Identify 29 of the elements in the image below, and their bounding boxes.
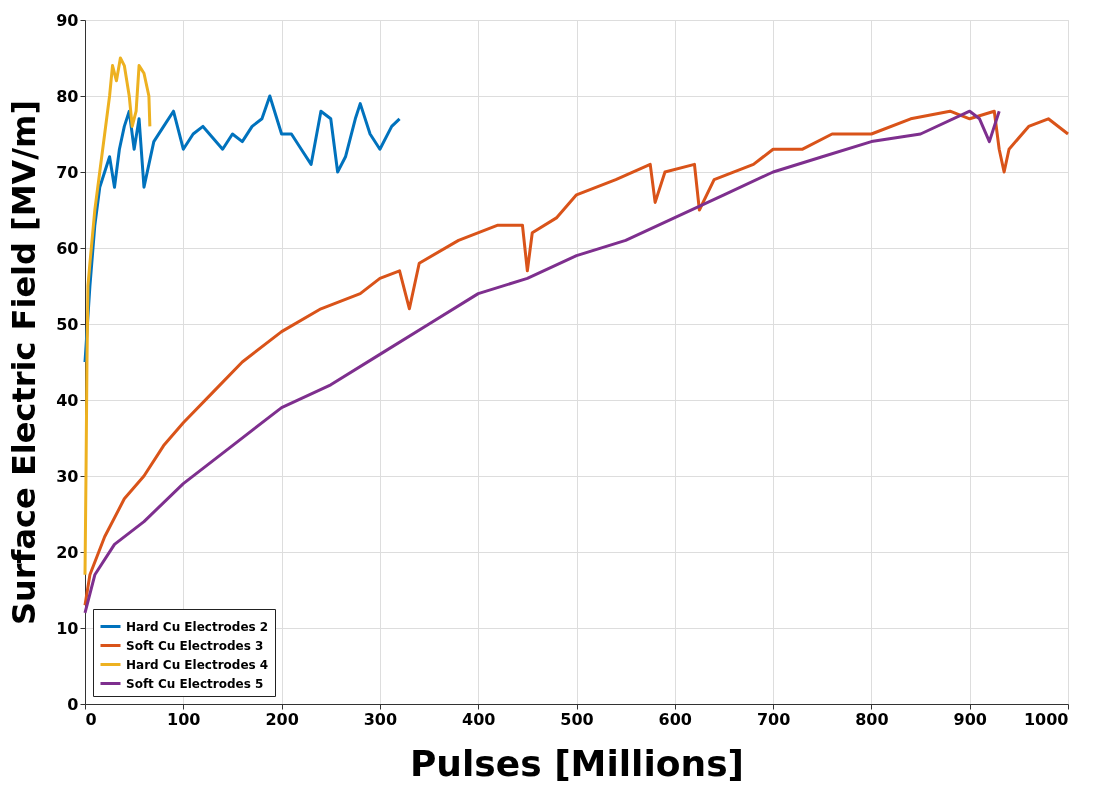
x-tick-label: 900 xyxy=(953,709,987,729)
legend-label: Soft Cu Electrodes 5 xyxy=(126,676,264,691)
y-tick-label: 50 xyxy=(56,314,79,334)
y-tick-label: 0 xyxy=(67,694,79,714)
x-axis-title: Pulses [Millions] xyxy=(409,742,745,784)
y-axis-title: Surface Electric Field [MV/m] xyxy=(5,99,44,626)
y-tick-label: 20 xyxy=(56,542,79,562)
x-tick-label: 200 xyxy=(265,709,299,729)
line-series xyxy=(83,94,402,364)
x-tick-label: 800 xyxy=(855,709,889,729)
y-tick-label: 90 xyxy=(56,10,79,30)
x-tick-label: 0 xyxy=(85,709,97,729)
y-tick-label: 70 xyxy=(56,162,79,182)
y-tick-label: 10 xyxy=(56,618,79,638)
y-tick-label: 30 xyxy=(56,466,79,486)
y-tick-label: 60 xyxy=(56,238,79,258)
x-tick-label: 100 xyxy=(167,709,201,729)
x-tick-label: 300 xyxy=(363,709,398,729)
x-tick-label: 700 xyxy=(756,709,791,729)
legend-label: Hard Cu Electrodes 2 xyxy=(126,619,269,634)
y-tick-label: 80 xyxy=(56,86,79,106)
y-tick-label: 40 xyxy=(56,390,79,410)
legend-label: Soft Cu Electrodes 3 xyxy=(126,638,264,653)
legend-label: Hard Cu Electrodes 4 xyxy=(126,657,269,672)
line-series xyxy=(83,56,152,577)
x-tick-label: 600 xyxy=(658,709,692,729)
x-tick-label: 1000 xyxy=(1023,709,1069,729)
x-tick-label: 500 xyxy=(560,709,594,729)
x-tick-label: 400 xyxy=(462,709,496,729)
